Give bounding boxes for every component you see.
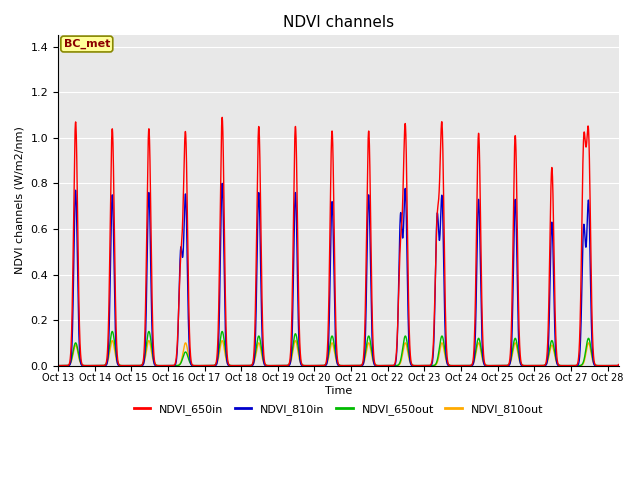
NDVI_810in (218, 180, 226, 186)
NDVI_650in (54, 363, 62, 369)
Line: NDVI_650in: NDVI_650in (58, 117, 618, 366)
NDVI_650in (390, 362, 398, 368)
NDVI_810in (515, 346, 523, 351)
Line: NDVI_810in: NDVI_810in (58, 183, 618, 366)
NDVI_650out (515, 353, 523, 359)
NDVI_810out (390, 363, 398, 369)
NDVI_810out (292, 338, 300, 344)
NDVI_650out (268, 363, 276, 369)
NDVI_650out (390, 363, 398, 369)
Y-axis label: NDVI channels (W/m2/nm): NDVI channels (W/m2/nm) (15, 127, 25, 275)
Line: NDVI_650out: NDVI_650out (58, 332, 618, 366)
NDVI_650out (54, 363, 62, 369)
NDVI_650in (268, 363, 276, 369)
NDVI_650in (530, 363, 538, 369)
NDVI_810in (268, 363, 276, 369)
Line: NDVI_810out: NDVI_810out (58, 341, 618, 366)
NDVI_810out (419, 363, 426, 369)
NDVI_650in (218, 114, 226, 120)
NDVI_650in (614, 362, 622, 368)
NDVI_650in (156, 363, 164, 369)
NDVI_810in (530, 363, 538, 369)
NDVI_650out (472, 344, 480, 350)
NDVI_810in (614, 362, 622, 368)
NDVI_650out (614, 363, 622, 369)
NDVI_650in (515, 322, 523, 327)
NDVI_810out (472, 348, 480, 354)
NDVI_810in (419, 363, 426, 369)
NDVI_650in (419, 363, 426, 369)
NDVI_810in (390, 362, 398, 368)
X-axis label: Time: Time (324, 386, 352, 396)
NDVI_810out (614, 363, 622, 369)
NDVI_650out (156, 363, 164, 369)
NDVI_650out (419, 363, 426, 369)
Text: BC_met: BC_met (63, 39, 110, 49)
NDVI_810out (156, 363, 164, 369)
NDVI_810out (268, 363, 276, 369)
NDVI_810in (156, 363, 164, 369)
NDVI_810out (54, 363, 62, 369)
Legend: NDVI_650in, NDVI_810in, NDVI_650out, NDVI_810out: NDVI_650in, NDVI_810in, NDVI_650out, NDV… (129, 400, 547, 420)
Title: NDVI channels: NDVI channels (283, 15, 394, 30)
NDVI_810in (472, 288, 480, 294)
NDVI_810out (515, 356, 523, 362)
NDVI_810in (54, 363, 62, 369)
NDVI_650in (472, 237, 480, 242)
NDVI_650out (218, 329, 226, 335)
